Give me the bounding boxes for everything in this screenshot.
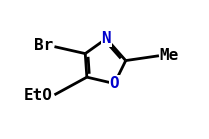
- Text: N: N: [102, 31, 111, 46]
- Text: O: O: [110, 76, 119, 91]
- Text: Br: Br: [34, 38, 53, 53]
- Text: EtO: EtO: [24, 88, 53, 103]
- Text: Me: Me: [160, 48, 179, 63]
